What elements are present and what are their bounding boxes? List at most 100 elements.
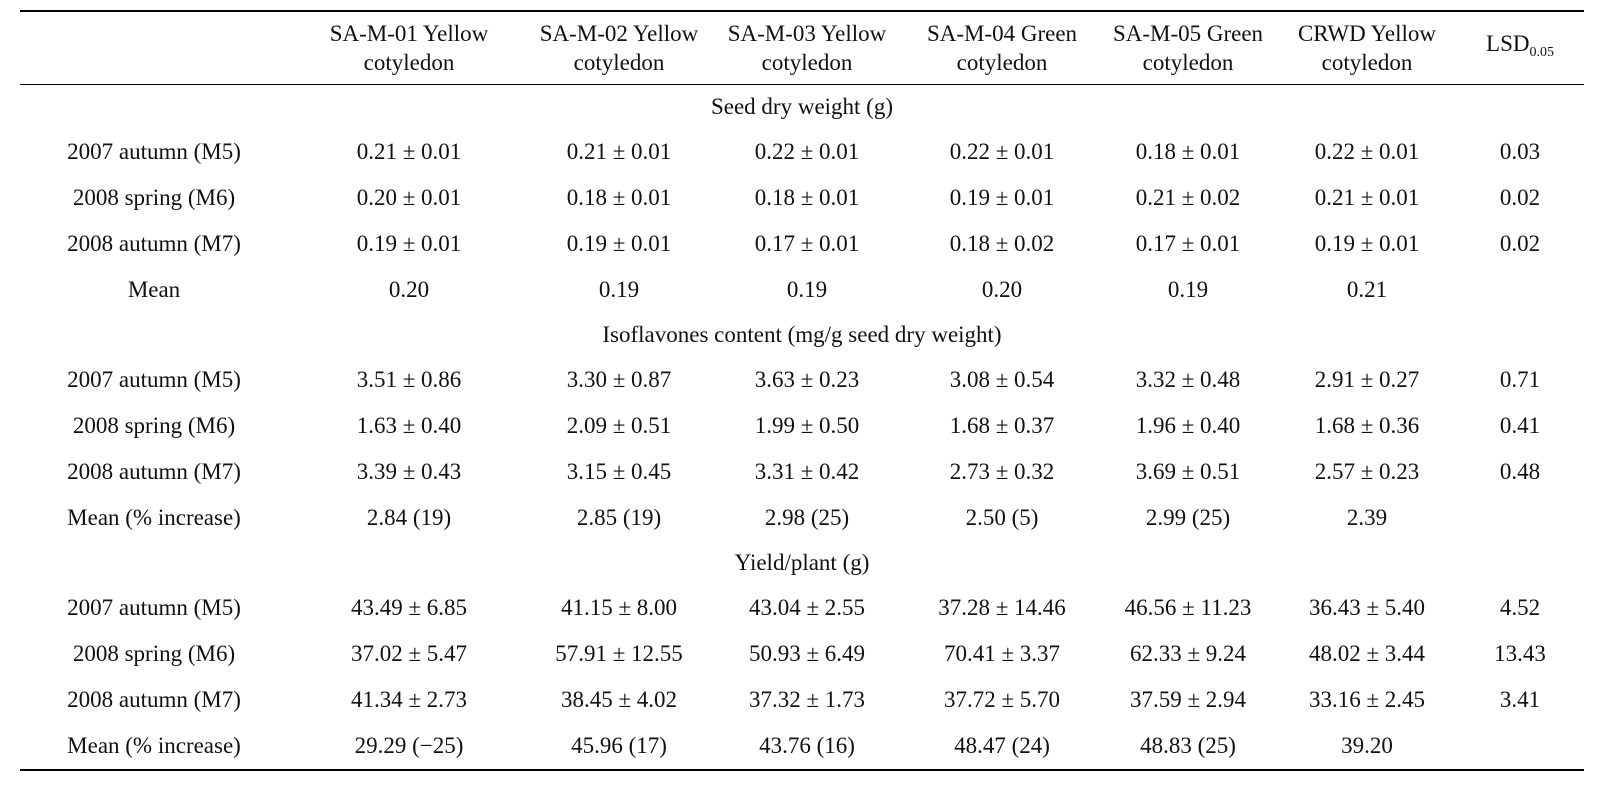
table-cell: 0.19 ± 0.01 bbox=[949, 185, 1055, 210]
table-row: Mean 0.20 0.19 0.19 0.20 0.19 0.21 bbox=[20, 267, 1584, 313]
table-cell: 0.18 ± 0.02 bbox=[949, 231, 1055, 256]
table-cell: 33.16 ± 2.45 bbox=[1308, 687, 1426, 712]
table-cell: 45.96 (17) bbox=[530, 723, 708, 771]
table-cell: 37.02 ± 5.47 bbox=[350, 641, 468, 666]
table-cell: 50.93 ± 6.49 bbox=[748, 641, 866, 666]
table-cell: 0.19 ± 0.01 bbox=[566, 231, 672, 256]
table-cell: 70.41 ± 3.37 bbox=[943, 641, 1061, 666]
table-cell: 2.39 bbox=[1346, 505, 1388, 530]
table-cell: 0.20 ± 0.01 bbox=[356, 185, 462, 210]
table-cell: 2.09 ± 0.51 bbox=[566, 413, 672, 438]
lsd-cell bbox=[1456, 723, 1584, 771]
table-row: Mean (% increase) 2.84 (19) 2.85 (19) 2.98 … bbox=[20, 495, 1584, 541]
row-label: 2007 autumn (M5) bbox=[67, 139, 241, 164]
row-label: 2008 spring (M6) bbox=[72, 185, 236, 210]
table-cell: 2.98 (25) bbox=[764, 505, 850, 530]
table-cell: 0.21 ± 0.01 bbox=[356, 139, 462, 164]
table-cell: 38.45 ± 4.02 bbox=[560, 687, 678, 712]
table-cell: 41.15 ± 8.00 bbox=[560, 595, 678, 620]
table-cell: 0.17 ± 0.01 bbox=[1135, 231, 1241, 256]
table-cell: 39.20 bbox=[1278, 723, 1456, 771]
table-cell: 48.83 (25) bbox=[1098, 723, 1278, 771]
table-cell: 0.22 ± 0.01 bbox=[949, 139, 1055, 164]
table-cell: 3.69 ± 0.51 bbox=[1135, 459, 1241, 484]
section-header-row: Yield/plant (g) bbox=[20, 541, 1584, 585]
lsd-cell: 0.41 bbox=[1499, 413, 1541, 438]
table-header-row: SA-M-01 Yellow cotyledon SA-M-02 Yellow … bbox=[20, 10, 1584, 85]
table-row: Mean (% increase) 29.29 (−25) 45.96 (17) 43… bbox=[20, 723, 1584, 771]
table-row: 2008 spring (M6) 1.63 ± 0.40 2.09 ± 0.51 1.… bbox=[20, 403, 1584, 449]
table-cell: 0.18 ± 0.01 bbox=[754, 185, 860, 210]
table-cell: 37.72 ± 5.70 bbox=[943, 687, 1061, 712]
table-cell: 37.59 ± 2.94 bbox=[1129, 687, 1247, 712]
table-cell: 2.91 ± 0.27 bbox=[1314, 367, 1420, 392]
row-label: 2007 autumn (M5) bbox=[67, 595, 241, 620]
table-cell: 0.19 ± 0.01 bbox=[356, 231, 462, 256]
section-title: Isoflavones content (mg/g seed dry weigh… bbox=[602, 322, 1002, 347]
table-cell: 0.18 ± 0.01 bbox=[566, 185, 672, 210]
lsd-cell: 0.03 bbox=[1499, 139, 1541, 164]
table-row: 2008 autumn (M7) 0.19 ± 0.01 0.19 ± 0.01 0.… bbox=[20, 221, 1584, 267]
column-header: SA-M-04 Green cotyledon bbox=[906, 10, 1098, 85]
table-row: 2008 spring (M6) 0.20 ± 0.01 0.18 ± 0.01 0.… bbox=[20, 175, 1584, 221]
row-label: 2008 spring (M6) bbox=[72, 641, 236, 666]
table-cell: 46.56 ± 11.23 bbox=[1124, 595, 1252, 620]
table-cell: 43.04 ± 2.55 bbox=[748, 595, 866, 620]
column-header: SA-M-05 Green cotyledon bbox=[1098, 10, 1278, 85]
stub-header bbox=[20, 10, 288, 85]
table-cell: 2.84 (19) bbox=[366, 505, 452, 530]
lsd-cell: 0.71 bbox=[1499, 367, 1541, 392]
table-cell: 1.63 ± 0.40 bbox=[356, 413, 462, 438]
table-cell: 0.22 ± 0.01 bbox=[1314, 139, 1420, 164]
lsd-cell: 3.41 bbox=[1499, 687, 1541, 712]
lsd-cell bbox=[1456, 495, 1584, 541]
table-cell: 41.34 ± 2.73 bbox=[350, 687, 468, 712]
table-cell: 1.68 ± 0.37 bbox=[949, 413, 1055, 438]
table-cell: 0.19 bbox=[786, 277, 828, 302]
section-header-row: Isoflavones content (mg/g seed dry weigh… bbox=[20, 313, 1584, 357]
column-header: SA-M-01 Yellow cotyledon bbox=[288, 10, 530, 85]
table-row: 2008 spring (M6) 37.02 ± 5.47 57.91 ± 12.5… bbox=[20, 631, 1584, 677]
data-table: SA-M-01 Yellow cotyledon SA-M-02 Yellow … bbox=[20, 10, 1584, 771]
table-cell: 1.99 ± 0.50 bbox=[754, 413, 860, 438]
table-cell: 2.50 (5) bbox=[965, 505, 1039, 530]
table-cell: 29.29 (−25) bbox=[288, 723, 530, 771]
table-cell: 0.17 ± 0.01 bbox=[754, 231, 860, 256]
table-cell: 2.57 ± 0.23 bbox=[1314, 459, 1420, 484]
table-cell: 0.18 ± 0.01 bbox=[1135, 139, 1241, 164]
lsd-subscript: 0.05 bbox=[1529, 45, 1554, 60]
table-cell: 2.73 ± 0.32 bbox=[949, 459, 1055, 484]
table-cell: 0.21 ± 0.02 bbox=[1135, 185, 1241, 210]
table-cell: 0.19 bbox=[1167, 277, 1209, 302]
table-cell: 0.21 ± 0.01 bbox=[566, 139, 672, 164]
table-cell: 3.39 ± 0.43 bbox=[356, 459, 462, 484]
table-cell: 3.08 ± 0.54 bbox=[949, 367, 1055, 392]
row-label: Mean (% increase) bbox=[67, 505, 241, 530]
row-label: 2007 autumn (M5) bbox=[67, 367, 241, 392]
table-cell: 43.76 (16) bbox=[708, 723, 906, 771]
lsd-cell: 4.52 bbox=[1499, 595, 1541, 620]
table-row: 2008 autumn (M7) 41.34 ± 2.73 38.45 ± 4.02… bbox=[20, 677, 1584, 723]
table-cell: 1.68 ± 0.36 bbox=[1314, 413, 1420, 438]
section-header-row: Seed dry weight (g) bbox=[20, 85, 1584, 130]
table-cell: 62.33 ± 9.24 bbox=[1129, 641, 1247, 666]
data-table-container: SA-M-01 Yellow cotyledon SA-M-02 Yellow … bbox=[20, 10, 1584, 771]
table-cell: 48.02 ± 3.44 bbox=[1308, 641, 1426, 666]
lsd-cell: 0.02 bbox=[1499, 185, 1541, 210]
table-cell: 43.49 ± 6.85 bbox=[350, 595, 468, 620]
column-header: SA-M-02 Yellow cotyledon bbox=[530, 10, 708, 85]
table-row: 2008 autumn (M7) 3.39 ± 0.43 3.15 ± 0.45 3.… bbox=[20, 449, 1584, 495]
table-row: 2007 autumn (M5) 43.49 ± 6.85 41.15 ± 8.00… bbox=[20, 585, 1584, 631]
table-cell: 0.20 bbox=[388, 277, 430, 302]
row-label: 2008 autumn (M7) bbox=[67, 687, 241, 712]
lsd-cell: 0.48 bbox=[1499, 459, 1541, 484]
table-cell: 3.63 ± 0.23 bbox=[754, 367, 860, 392]
section-title: Yield/plant (g) bbox=[734, 550, 870, 575]
table-cell: 0.21 ± 0.01 bbox=[1314, 185, 1420, 210]
table-cell: 48.47 (24) bbox=[906, 723, 1098, 771]
column-header: CRWD Yellow cotyledon bbox=[1278, 10, 1456, 85]
table-row: 2007 autumn (M5) 0.21 ± 0.01 0.21 ± 0.01 0.… bbox=[20, 129, 1584, 175]
table-cell: 37.28 ± 14.46 bbox=[938, 595, 1066, 620]
table-cell: 0.22 ± 0.01 bbox=[754, 139, 860, 164]
table-cell: 3.15 ± 0.45 bbox=[566, 459, 672, 484]
